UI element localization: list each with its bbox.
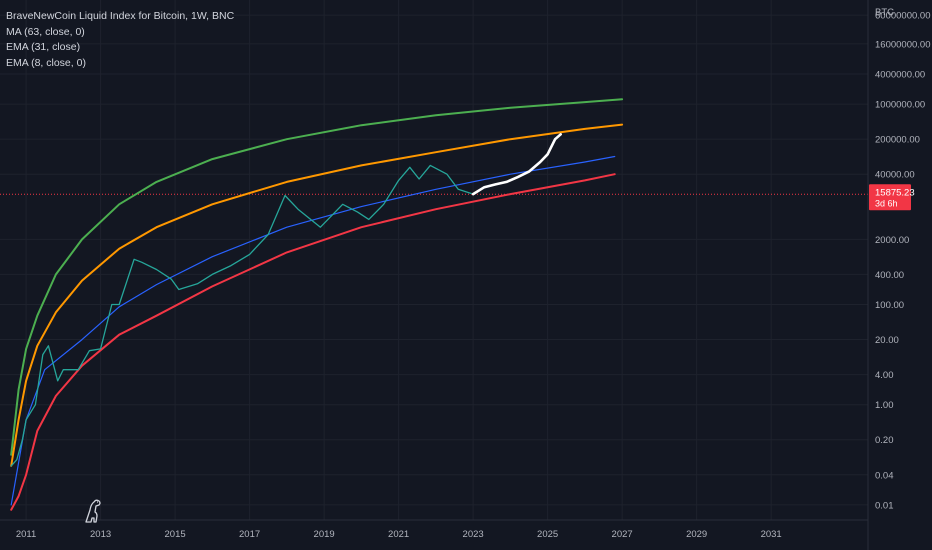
time-tick-label: 2023 [463, 529, 484, 540]
time-tick-label: 2021 [388, 529, 409, 540]
series-line-price-0 [10, 164, 472, 467]
time-tick-label: 2031 [761, 529, 782, 540]
price-tick-label: 1000000.00 [875, 100, 925, 111]
price-tick-label: 4000000.00 [875, 69, 925, 80]
price-tag: 15875.23 3d 6h [869, 184, 915, 211]
currency-label: BTC [875, 7, 894, 18]
series-line-band-0 [10, 98, 624, 456]
time-axis[interactable]: 2011 2013 2015 2017 2019 2021 2023 2025 2027 2029… [16, 529, 782, 540]
price-tag-value: 15875.23 [875, 187, 915, 198]
time-tick-label: 2011 [16, 529, 36, 540]
price-axis[interactable]: 0.01 0.04 0.20 1.00 4.00 20.00 100.00 400.00 200… [875, 11, 930, 512]
price-tick-label: 4.00 [875, 370, 894, 381]
price-tick-label: 200000.00 [875, 135, 920, 146]
dinosaur-icon [85, 499, 101, 523]
price-tick-label: 60000000.00 [875, 11, 930, 22]
time-tick-label: 2025 [537, 529, 558, 540]
price-tick-label: 2000.00 [875, 235, 909, 246]
time-tick-label: 2029 [686, 529, 707, 540]
price-tick-label: 0.04 [875, 470, 894, 481]
price-tick-label: 1.00 [875, 400, 894, 411]
time-tick-label: 2019 [314, 529, 335, 540]
price-tick-label: 0.20 [875, 435, 894, 446]
study-ma63[interactable]: MA (63, close, 0) [6, 25, 85, 38]
time-tick-label: 2017 [239, 529, 260, 540]
price-tick-label: 40000.00 [875, 170, 915, 181]
price-tick-label: 16000000.00 [875, 39, 930, 50]
chart-legend: BraveNewCoin Liquid Index for Bitcoin, 1… [6, 9, 234, 71]
series-line-trend-0 [10, 155, 616, 506]
study-ema8[interactable]: EMA (8, close, 0) [6, 56, 86, 69]
time-tick-label: 2027 [612, 529, 633, 540]
study-ema31[interactable]: EMA (31, close) [6, 41, 81, 53]
price-tick-label: 0.01 [875, 500, 894, 511]
series-line-projection-0 [471, 133, 563, 196]
price-tag-countdown: 3d 6h [875, 198, 898, 208]
price-tick-label: 100.00 [875, 300, 904, 311]
symbol-title[interactable]: BraveNewCoin Liquid Index for Bitcoin, 1… [6, 10, 235, 22]
series-line-band-1 [10, 123, 624, 467]
price-tag-box [869, 184, 911, 211]
time-tick-label: 2013 [90, 529, 111, 540]
price-tick-label: 400.00 [875, 270, 904, 281]
time-tick-label: 2015 [165, 529, 186, 540]
series-line-band-2 [10, 173, 616, 511]
price-tick-label: 20.00 [875, 335, 899, 346]
